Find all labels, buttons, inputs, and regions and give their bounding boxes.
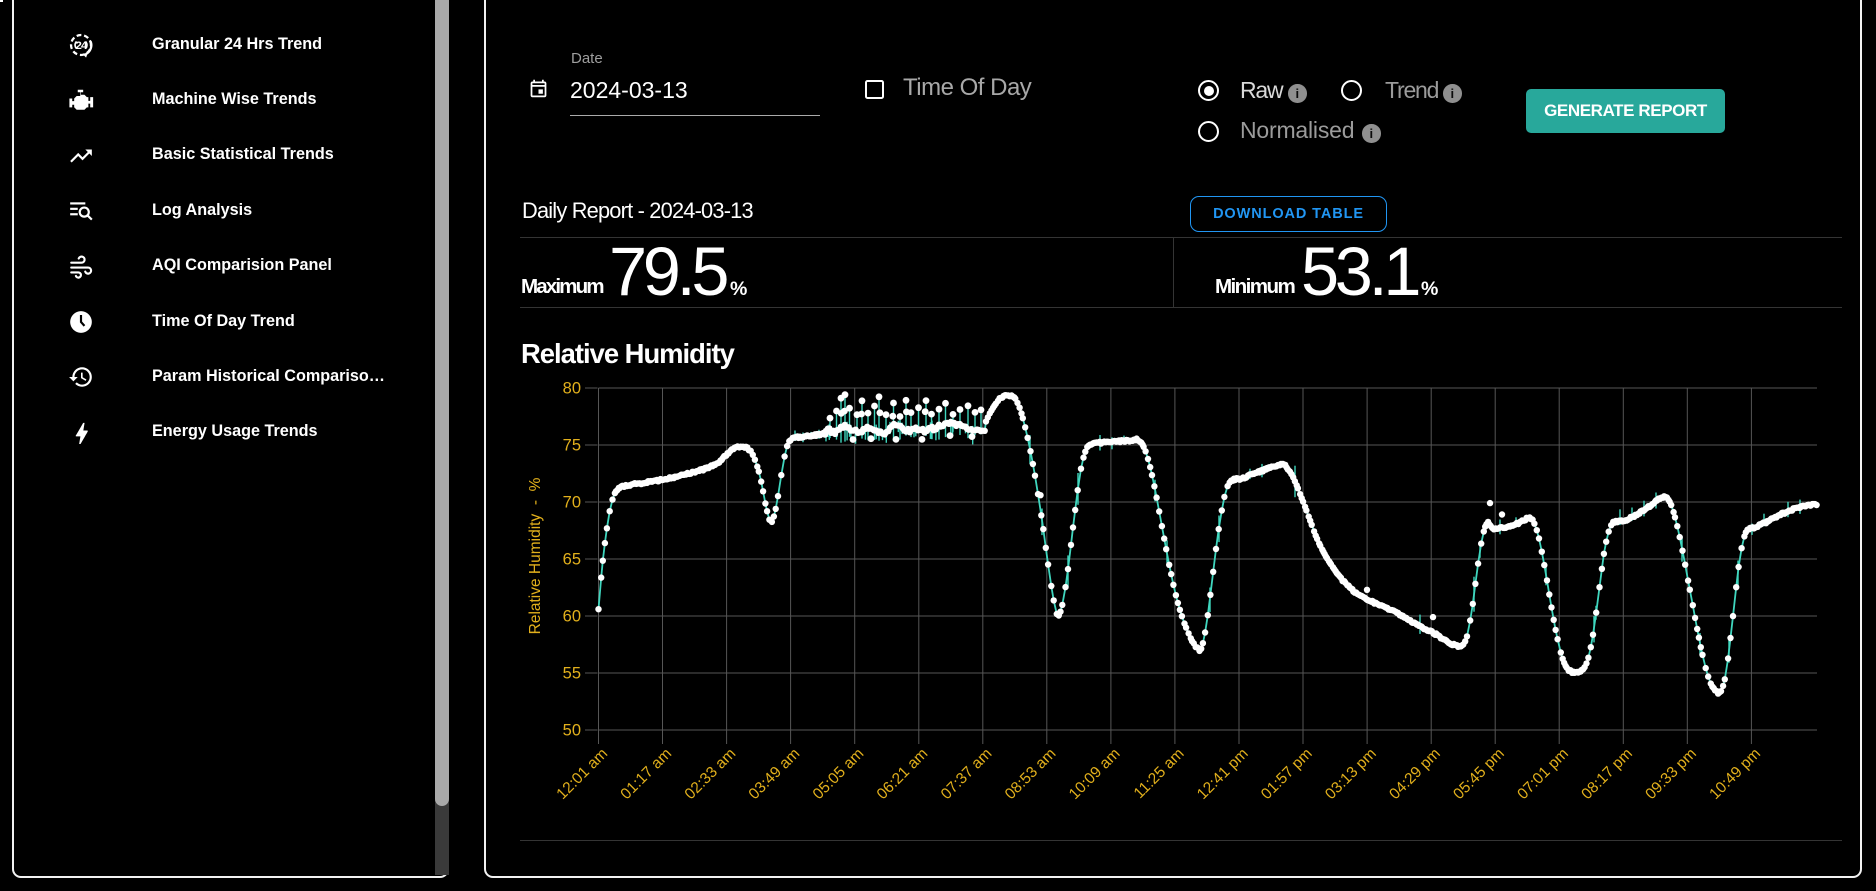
svg-text:07:37 am: 07:37 am — [938, 745, 996, 803]
svg-text:10:09 am: 10:09 am — [1066, 745, 1124, 803]
svg-text:60: 60 — [563, 608, 581, 626]
svg-text:70: 70 — [563, 494, 581, 512]
svg-text:08:17 pm: 08:17 pm — [1578, 745, 1636, 803]
svg-text:02:33 am: 02:33 am — [682, 745, 740, 803]
svg-text:04:29 pm: 04:29 pm — [1386, 745, 1444, 803]
svg-text:07:01 pm: 07:01 pm — [1514, 745, 1572, 803]
svg-text:65: 65 — [563, 551, 581, 569]
svg-text:24: 24 — [76, 40, 88, 52]
svg-text:05:45 pm: 05:45 pm — [1450, 745, 1508, 803]
svg-text:12:41 pm: 12:41 pm — [1194, 745, 1252, 803]
svg-text:Relative Humidity - %: Relative Humidity - % — [527, 477, 544, 634]
svg-text:09:33 pm: 09:33 pm — [1642, 745, 1700, 803]
svg-text:12:01 am: 12:01 am — [553, 745, 611, 803]
svg-text:10:49 pm: 10:49 pm — [1706, 745, 1764, 803]
svg-text:03:49 am: 03:49 am — [746, 745, 804, 803]
svg-text:11:25 am: 11:25 am — [1131, 745, 1188, 802]
svg-text:80: 80 — [563, 380, 581, 398]
svg-text:01:17 am: 01:17 am — [617, 745, 675, 803]
svg-text:08:53 am: 08:53 am — [1002, 745, 1060, 803]
svg-text:01:57 pm: 01:57 pm — [1258, 745, 1316, 803]
svg-text:05:05 am: 05:05 am — [810, 745, 868, 803]
svg-text:03:13 pm: 03:13 pm — [1322, 745, 1380, 803]
svg-text:55: 55 — [563, 665, 581, 683]
svg-text:75: 75 — [563, 437, 581, 455]
svg-text:06:21 am: 06:21 am — [874, 745, 932, 803]
svg-text:50: 50 — [563, 722, 581, 740]
